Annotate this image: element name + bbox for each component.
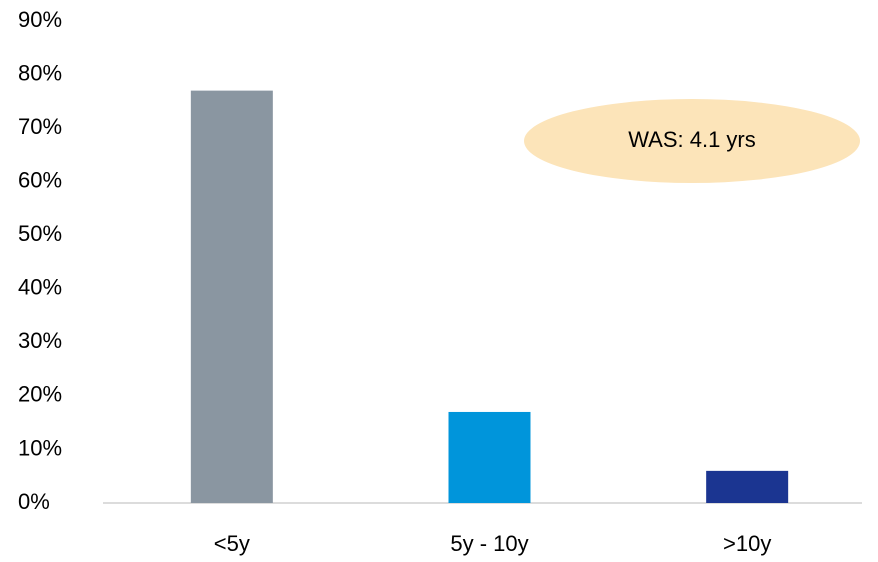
y-tick-label: 30% [18,328,62,353]
y-tick-label: 20% [18,382,62,407]
x-tick-label: >10y [723,531,771,556]
bar [448,411,531,503]
y-tick-label: 70% [18,114,62,139]
y-tick-label: 10% [18,435,62,460]
y-tick-label: 40% [18,275,62,300]
bar [190,90,273,503]
y-tick-label: 90% [18,7,62,32]
x-tick-label: <5y [214,531,250,556]
y-tick-label: 80% [18,60,62,85]
annotation: WAS: 4.1 yrs [628,127,756,152]
x-tick-label: 5y - 10y [450,531,528,556]
annotation-bubble [524,99,860,183]
y-tick-label: 60% [18,167,62,192]
y-tick-label: 50% [18,221,62,246]
bar [706,470,789,503]
y-tick-label: 0% [18,489,50,514]
